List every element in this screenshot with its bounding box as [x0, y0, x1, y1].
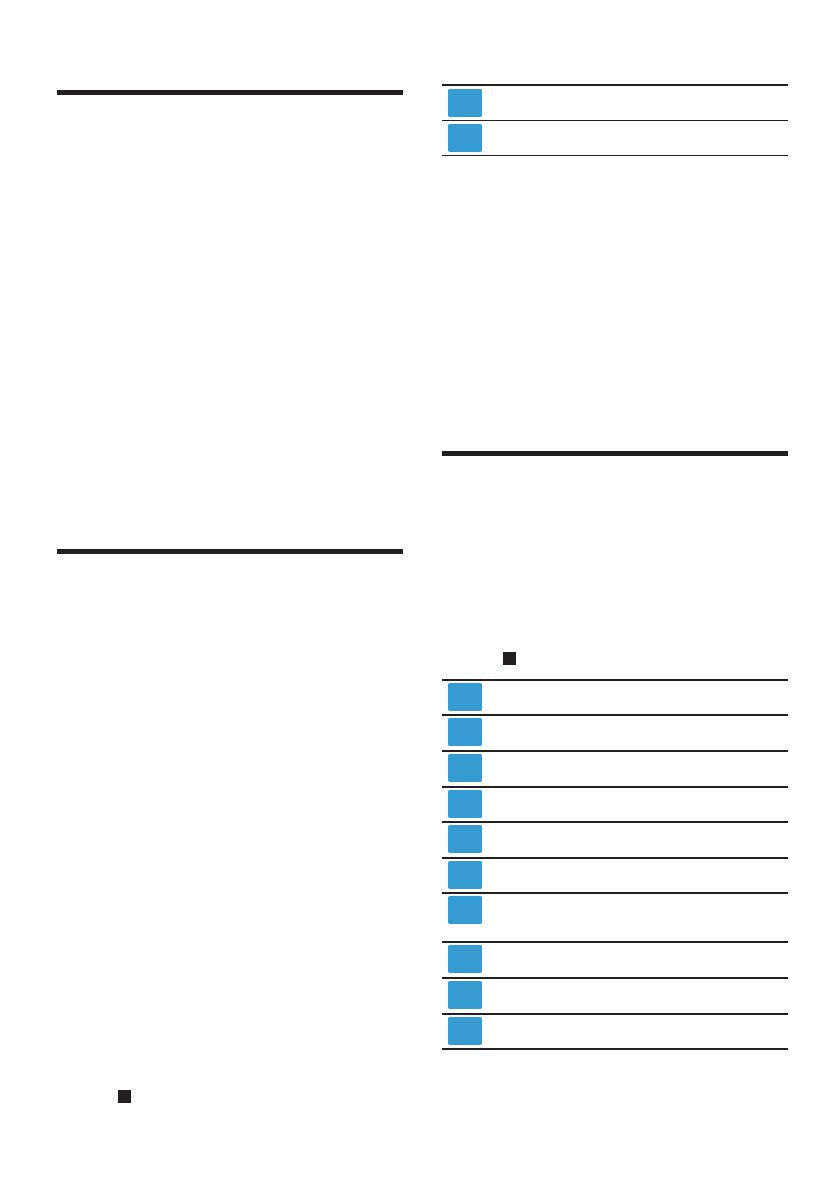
- section-rule: [442, 451, 788, 456]
- section-rule: [57, 549, 403, 554]
- table-rule: [442, 977, 788, 979]
- table-rule: [442, 750, 788, 752]
- table-rule: [442, 857, 788, 859]
- blue-square-icon: [448, 896, 482, 924]
- black-square-icon: [118, 1090, 131, 1103]
- table-rule: [442, 892, 788, 894]
- blue-square-icon: [448, 718, 482, 746]
- section-rule: [57, 90, 403, 95]
- table-rule: [442, 120, 788, 121]
- blue-square-icon: [448, 89, 482, 117]
- table-rule: [442, 941, 788, 943]
- blue-square-icon: [448, 754, 482, 782]
- blue-square-icon: [448, 124, 482, 152]
- table-rule: [442, 714, 788, 716]
- blue-square-icon: [448, 981, 482, 1009]
- table-rule: [442, 155, 788, 156]
- black-square-icon: [503, 652, 516, 665]
- table-rule: [442, 1048, 788, 1050]
- blue-square-icon: [448, 861, 482, 889]
- table-rule: [442, 786, 788, 788]
- blue-square-icon: [448, 825, 482, 853]
- blue-square-icon: [448, 790, 482, 818]
- table-rule: [442, 84, 788, 86]
- table-rule: [442, 679, 788, 681]
- table-rule: [442, 1013, 788, 1015]
- blue-square-icon: [448, 945, 482, 973]
- table-rule: [442, 821, 788, 823]
- blue-square-icon: [448, 683, 482, 711]
- blue-square-icon: [448, 1017, 482, 1045]
